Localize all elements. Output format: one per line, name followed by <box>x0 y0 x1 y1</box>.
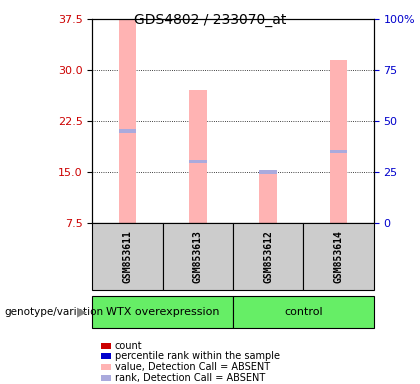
Bar <box>303 223 374 290</box>
Text: control: control <box>284 307 323 317</box>
Text: GSM853611: GSM853611 <box>123 230 133 283</box>
Text: GSM853612: GSM853612 <box>263 230 273 283</box>
Bar <box>260 172 277 223</box>
Bar <box>119 129 136 133</box>
Text: GSM853613: GSM853613 <box>193 230 203 283</box>
Text: GSM853614: GSM853614 <box>333 230 344 283</box>
Text: WTX overexpression: WTX overexpression <box>106 307 220 317</box>
Bar <box>189 91 207 223</box>
Bar <box>163 223 233 290</box>
Bar <box>233 223 303 290</box>
Text: value, Detection Call = ABSENT: value, Detection Call = ABSENT <box>115 362 270 372</box>
Bar <box>330 150 347 153</box>
Bar <box>260 170 277 174</box>
Text: count: count <box>115 341 142 351</box>
Bar <box>92 296 233 328</box>
Text: percentile rank within the sample: percentile rank within the sample <box>115 351 280 361</box>
Bar <box>189 160 207 163</box>
Text: ▶: ▶ <box>76 306 86 318</box>
Bar <box>330 60 347 223</box>
Text: GDS4802 / 233070_at: GDS4802 / 233070_at <box>134 13 286 27</box>
Bar <box>233 296 374 328</box>
Bar <box>119 19 136 223</box>
Bar <box>92 223 163 290</box>
Text: genotype/variation: genotype/variation <box>4 307 103 317</box>
Text: rank, Detection Call = ABSENT: rank, Detection Call = ABSENT <box>115 373 265 383</box>
